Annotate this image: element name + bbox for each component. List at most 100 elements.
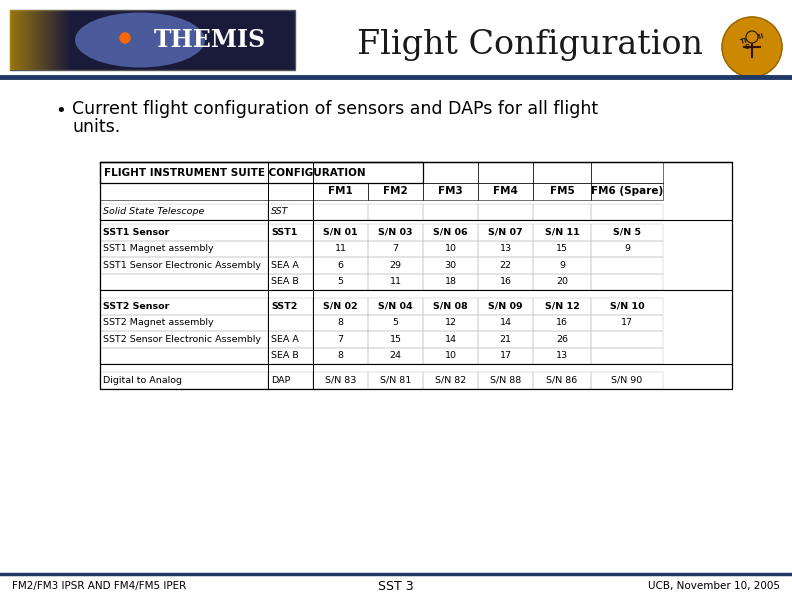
Bar bbox=[591, 204, 663, 220]
Text: 18: 18 bbox=[444, 277, 456, 286]
Text: THEMIS: THEMIS bbox=[154, 28, 266, 52]
Text: 13: 13 bbox=[556, 351, 568, 360]
Bar bbox=[268, 348, 313, 364]
Text: SST 3: SST 3 bbox=[379, 580, 413, 592]
Bar bbox=[50, 10, 52, 70]
Text: •: • bbox=[55, 102, 66, 120]
Bar bbox=[313, 315, 368, 331]
Bar bbox=[100, 274, 268, 290]
Bar bbox=[423, 183, 478, 200]
Bar bbox=[423, 315, 478, 331]
Text: S: S bbox=[744, 44, 749, 50]
Bar bbox=[44, 10, 46, 70]
Bar bbox=[14, 10, 16, 70]
Text: SEA A: SEA A bbox=[271, 261, 299, 270]
Bar bbox=[313, 241, 368, 257]
Bar bbox=[478, 204, 533, 220]
Bar bbox=[533, 241, 591, 257]
Bar bbox=[52, 10, 54, 70]
Bar bbox=[313, 298, 368, 315]
Bar bbox=[38, 10, 40, 70]
Bar bbox=[423, 162, 478, 183]
Text: 12: 12 bbox=[444, 318, 456, 327]
Bar bbox=[533, 274, 591, 290]
Bar bbox=[100, 204, 268, 220]
Bar bbox=[591, 257, 663, 274]
Text: S/N 90: S/N 90 bbox=[611, 376, 642, 385]
Bar bbox=[60, 10, 62, 70]
Bar bbox=[100, 257, 268, 274]
Text: S/N 08: S/N 08 bbox=[433, 302, 468, 311]
Bar bbox=[368, 372, 423, 389]
Bar bbox=[533, 298, 591, 315]
Bar bbox=[368, 298, 423, 315]
Bar bbox=[533, 162, 591, 183]
Bar bbox=[478, 274, 533, 290]
Bar bbox=[423, 274, 478, 290]
Text: S/N 04: S/N 04 bbox=[379, 302, 413, 311]
Text: FM2/FM3 IPSR AND FM4/FM5 IPER: FM2/FM3 IPSR AND FM4/FM5 IPER bbox=[12, 581, 186, 591]
Bar bbox=[533, 183, 591, 200]
Text: FM2: FM2 bbox=[383, 186, 408, 196]
Text: 11: 11 bbox=[334, 244, 347, 253]
Bar bbox=[56, 10, 58, 70]
Bar bbox=[478, 257, 533, 274]
Bar bbox=[268, 241, 313, 257]
Bar bbox=[478, 162, 533, 183]
Text: 7: 7 bbox=[393, 244, 398, 253]
Bar bbox=[40, 10, 42, 70]
Bar bbox=[268, 331, 313, 348]
Bar bbox=[423, 348, 478, 364]
Text: S/N 83: S/N 83 bbox=[325, 376, 356, 385]
Text: 13: 13 bbox=[500, 244, 512, 253]
Bar bbox=[268, 315, 313, 331]
Bar bbox=[591, 183, 663, 200]
Bar bbox=[591, 348, 663, 364]
Bar bbox=[423, 257, 478, 274]
Bar bbox=[478, 241, 533, 257]
Bar bbox=[100, 298, 268, 315]
Text: 10: 10 bbox=[444, 351, 456, 360]
Bar bbox=[478, 298, 533, 315]
Bar bbox=[313, 204, 368, 220]
Text: S/N 03: S/N 03 bbox=[379, 228, 413, 237]
Bar bbox=[423, 241, 478, 257]
Bar bbox=[368, 183, 423, 200]
Bar bbox=[268, 372, 313, 389]
Bar bbox=[313, 257, 368, 274]
Bar bbox=[18, 10, 20, 70]
Bar bbox=[100, 331, 268, 348]
Bar bbox=[478, 224, 533, 241]
Text: S/N 5: S/N 5 bbox=[613, 228, 641, 237]
Bar bbox=[478, 183, 533, 200]
Text: 8: 8 bbox=[337, 318, 344, 327]
Bar bbox=[313, 274, 368, 290]
Bar bbox=[591, 315, 663, 331]
Text: 11: 11 bbox=[390, 277, 402, 286]
Text: 15: 15 bbox=[390, 335, 402, 344]
Bar bbox=[423, 298, 478, 315]
Bar bbox=[268, 298, 313, 315]
Bar bbox=[313, 224, 368, 241]
Bar bbox=[62, 10, 64, 70]
Bar bbox=[313, 348, 368, 364]
Text: S/N 09: S/N 09 bbox=[488, 302, 523, 311]
Bar bbox=[100, 372, 268, 389]
Bar bbox=[313, 331, 368, 348]
Text: S/N 07: S/N 07 bbox=[488, 228, 523, 237]
Text: SST1 Magnet assembly: SST1 Magnet assembly bbox=[103, 244, 214, 253]
Text: 21: 21 bbox=[500, 335, 512, 344]
Bar bbox=[368, 204, 423, 220]
Bar bbox=[533, 348, 591, 364]
Text: 14: 14 bbox=[500, 318, 512, 327]
Text: S/N 12: S/N 12 bbox=[545, 302, 580, 311]
Bar bbox=[368, 348, 423, 364]
Bar bbox=[591, 331, 663, 348]
Bar bbox=[42, 10, 44, 70]
Bar bbox=[48, 10, 50, 70]
Bar bbox=[64, 10, 66, 70]
Bar bbox=[533, 315, 591, 331]
Bar bbox=[268, 274, 313, 290]
Bar bbox=[268, 204, 313, 220]
Text: 17: 17 bbox=[500, 351, 512, 360]
